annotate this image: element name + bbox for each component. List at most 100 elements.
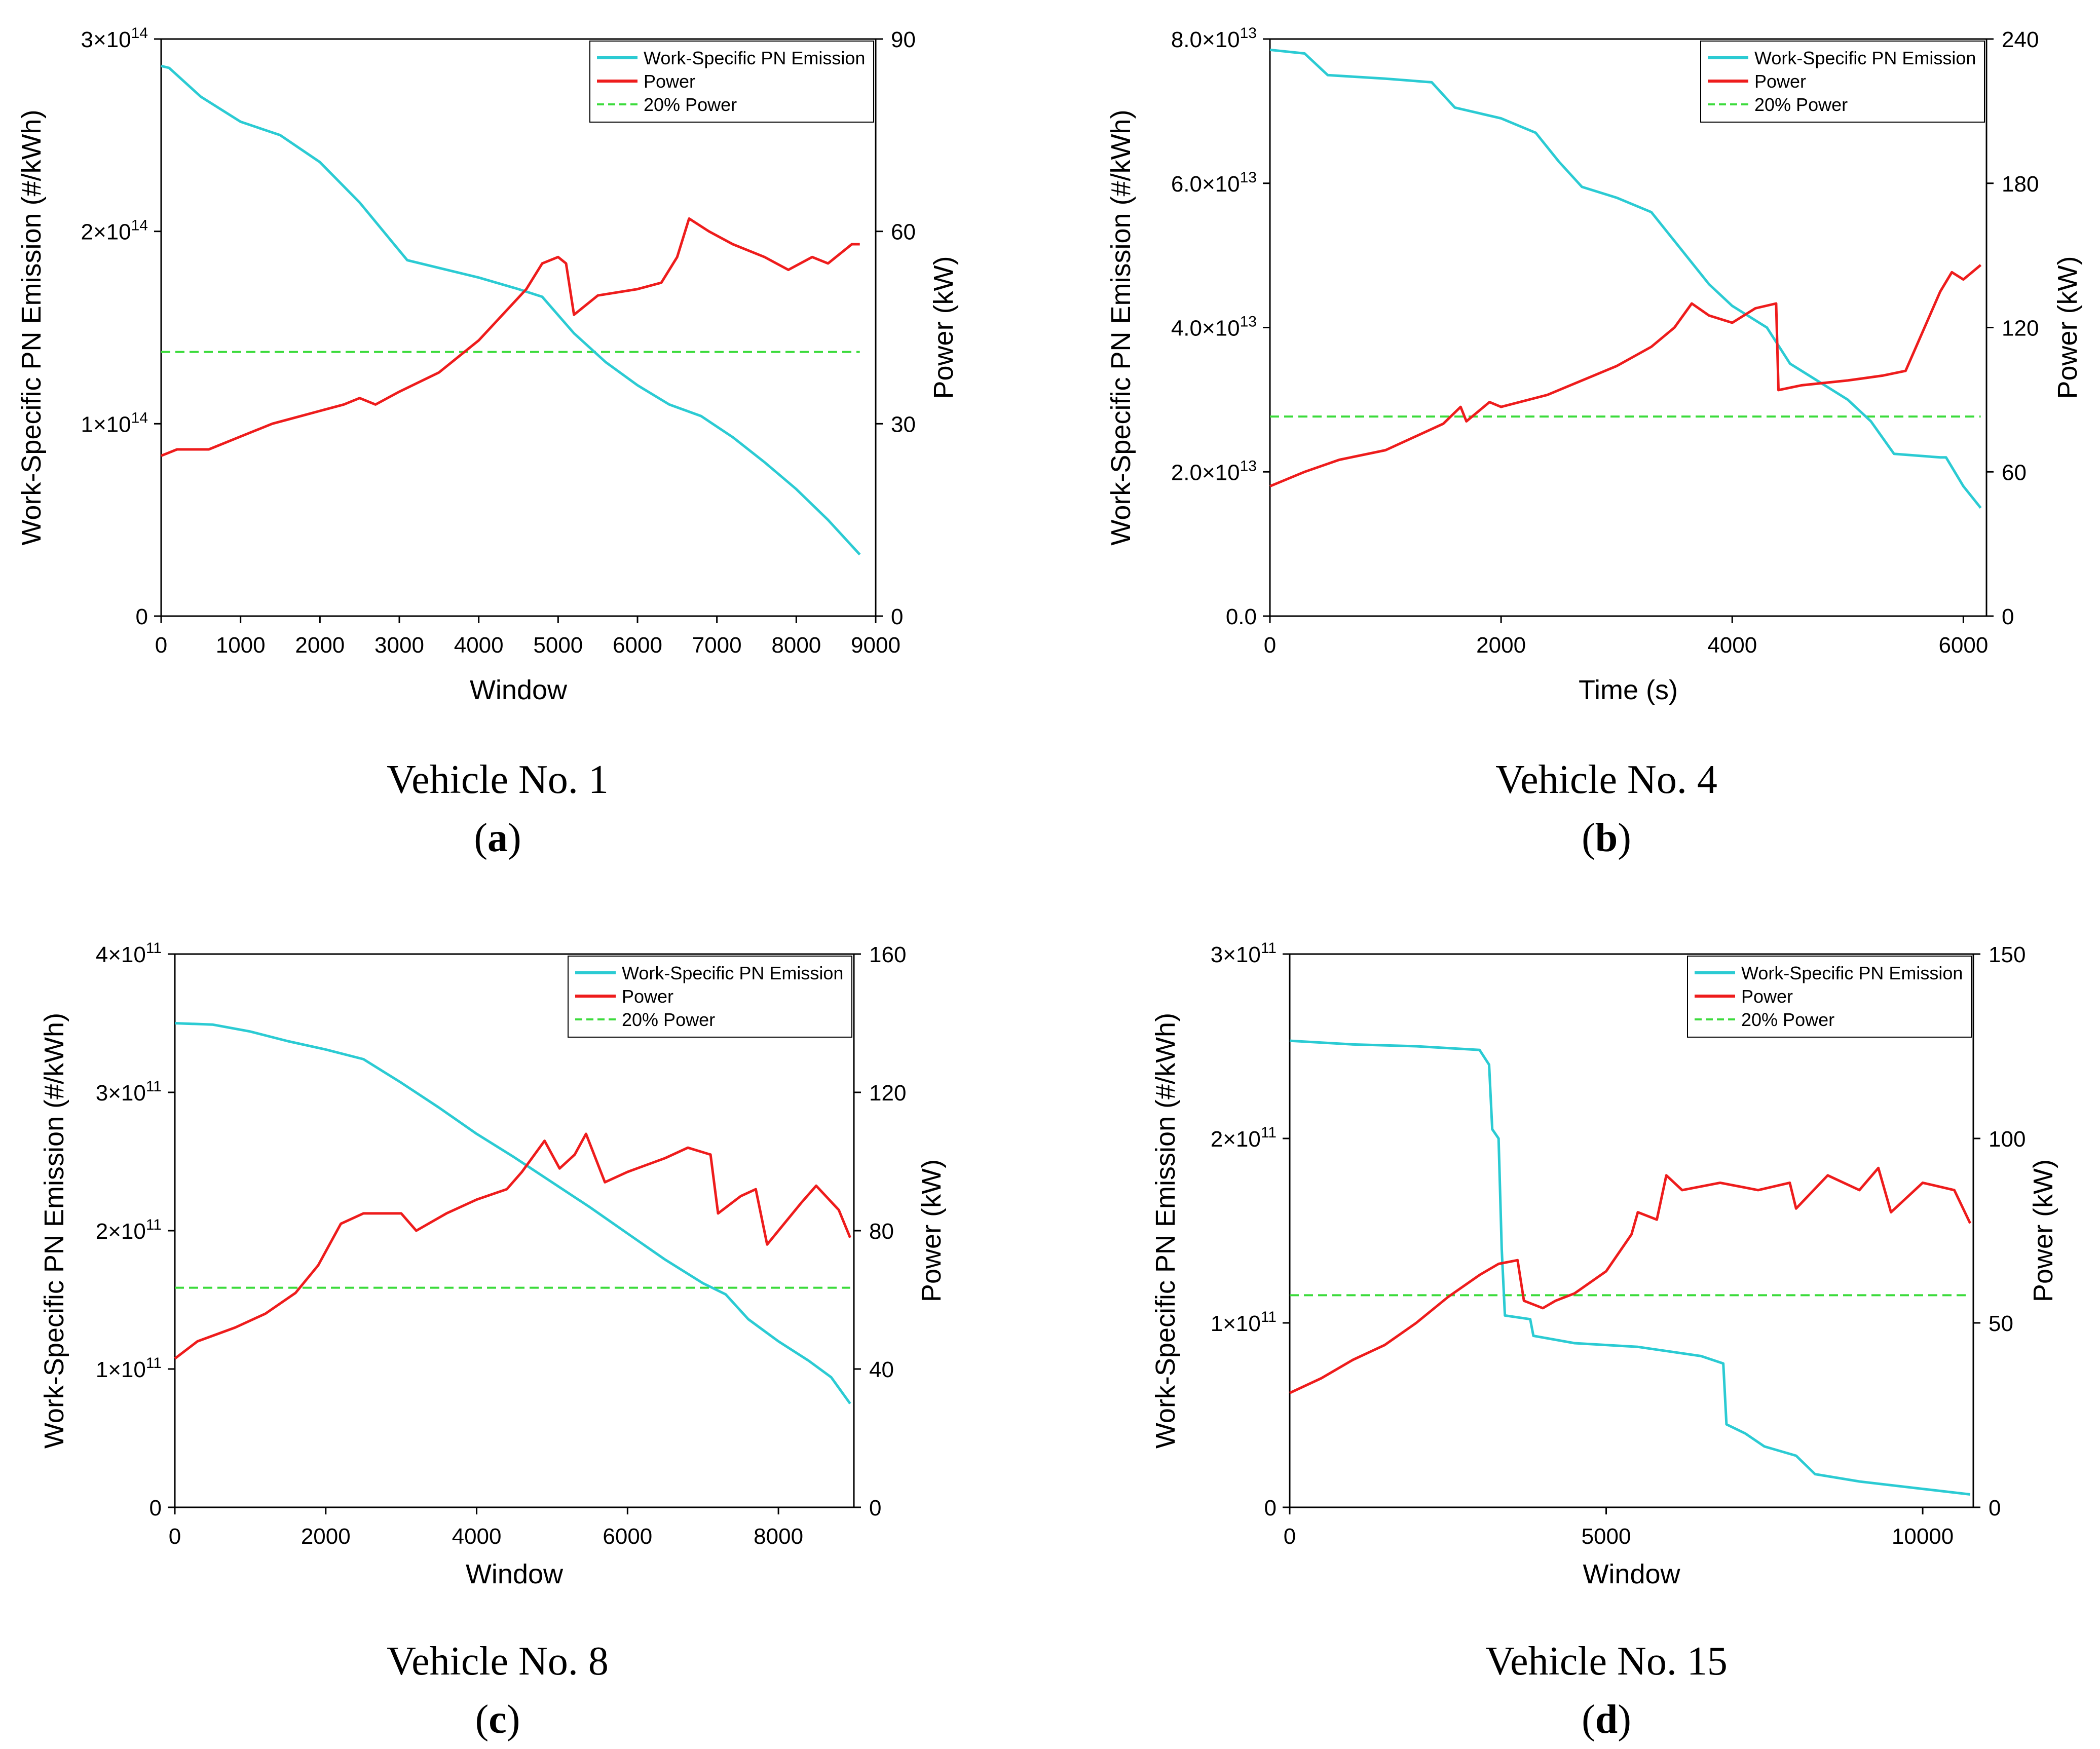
x-tick-label: 2000 [301,1524,351,1549]
x-tick-label: 4000 [454,633,504,658]
x-tick-label: 8000 [771,633,821,658]
plot-frame [1289,953,1974,1508]
y-tick-label: 0 [149,1496,162,1520]
plot-frame [1269,38,1988,617]
x-tick-label: 5000 [1582,1524,1631,1549]
x-tick-label: 3000 [374,633,424,658]
y-tick-label: 0 [1264,1496,1277,1520]
y2-tick-label: 240 [2002,27,2039,52]
y2-tick-label: 50 [1989,1311,2013,1336]
pn-emission-line [174,1022,851,1404]
y2-axis-title: Power (kW) [928,256,959,399]
panel-label: (b) [1582,816,1631,860]
y-tick-label: 1×1011 [1211,1309,1277,1336]
y2-tick-label: 60 [891,220,916,245]
y2-tick-label: 160 [869,942,906,967]
y2-axis-title: Power (kW) [2052,256,2083,399]
x-tick-label: 7000 [692,633,742,658]
legend-label: Work-Specific PN Emission [1754,48,1976,68]
y-tick-label: 8.0×1013 [1171,25,1257,52]
power-line [161,217,860,457]
legend-label: Power [1754,71,1806,92]
legend-label: Power [644,71,695,92]
x-tick-label: 6000 [613,633,662,658]
legend-label: 20% Power [622,1009,715,1030]
y-tick-label: 2×1011 [96,1216,162,1244]
x-tick-label: 2000 [1476,633,1526,658]
y-tick-label: 0.0 [1226,604,1257,629]
chart-panel-d: 0 5000 10000 0 1×1011 2×1011 3×1011 0 50 100 150 Wi… [1150,940,2058,1742]
y2-tick-label: 40 [869,1357,894,1382]
y-tick-label: 2×1014 [81,217,148,245]
x-tick-label: 1000 [216,633,266,658]
x-axis-title: Time (s) [1579,675,1678,705]
legend-label: 20% Power [1754,94,1848,115]
y2-tick-label: 0 [891,604,903,629]
x-tick-label: 0 [1284,1524,1296,1549]
x-tick-label: 6000 [603,1524,652,1549]
y-axis-title: Work-Specific PN Emission (#/kWh) [16,109,47,545]
chart-title: Vehicle No. 8 [387,1639,609,1684]
y2-axis-title: Power (kW) [916,1159,947,1302]
pn-emission-line [161,64,861,556]
x-tick-label: 5000 [533,633,583,658]
y2-tick-label: 120 [2002,316,2039,341]
x-axis-title: Window [470,675,568,705]
x-tick-label: 0 [169,1524,181,1549]
power-line [174,1132,851,1360]
y2-tick-label: 0 [869,1496,881,1520]
y2-axis-title: Power (kW) [2028,1159,2058,1302]
legend-label: Power [1741,986,1793,1007]
x-tick-label: 9000 [851,633,901,658]
y-tick-label: 6.0×1013 [1171,169,1257,197]
chart-panel-c: 0 2000 4000 6000 8000 0 1×1011 2×1011 3×1011 4×10… [39,940,947,1742]
power-line [1289,1166,1972,1394]
y-tick-label: 1×1011 [96,1355,162,1382]
y2-tick-label: 30 [891,412,916,437]
x-tick-label: 8000 [754,1524,803,1549]
x-tick-label: 0 [1264,633,1276,658]
y-tick-label: 4.0×1013 [1171,314,1257,341]
y-tick-label: 3×1011 [96,1078,162,1106]
chart-panel-a: 0 1000 2000 3000 4000 5000 6000 7000 8000 9000 0 1×… [16,25,959,860]
x-tick-label: 2000 [295,633,345,658]
panel-label: (a) [474,816,521,860]
y2-tick-label: 120 [869,1081,906,1106]
y2-tick-label: 0 [1989,1496,2001,1520]
y2-tick-label: 90 [891,27,916,52]
y-axis-title: Work-Specific PN Emission (#/kWh) [1150,1013,1181,1449]
legend-label: Power [622,986,673,1007]
y-tick-label: 4×1011 [96,940,162,967]
y-tick-label: 2×1011 [1211,1124,1277,1152]
legend-label: Work-Specific PN Emission [622,963,843,983]
chart-title: Vehicle No. 1 [387,757,609,802]
panel-label: (d) [1582,1697,1631,1742]
y-axis-title: Work-Specific PN Emission (#/kWh) [39,1013,69,1449]
legend-label: Work-Specific PN Emission [644,48,865,68]
y2-tick-label: 100 [1989,1127,2026,1152]
x-axis-title: Window [466,1559,564,1589]
legend-label: 20% Power [644,94,737,115]
plot-frame [160,38,877,617]
y-axis-title: Work-Specific PN Emission (#/kWh) [1106,109,1136,545]
y2-tick-label: 60 [2002,460,2027,485]
chart-panel-b: 0 2000 4000 6000 0.0 2.0×1013 4.0×1013 6.0×1013… [1106,25,2083,860]
legend-label: Work-Specific PN Emission [1741,963,1963,983]
legend-label: 20% Power [1741,1009,1834,1030]
y2-tick-label: 180 [2002,172,2039,197]
x-tick-label: 10000 [1892,1524,1954,1549]
x-tick-label: 6000 [1938,633,1988,658]
panel-label: (c) [475,1697,520,1742]
y-tick-label: 2.0×1013 [1171,458,1257,485]
y2-tick-label: 150 [1989,942,2026,967]
y-tick-label: 3×1011 [1211,940,1277,967]
chart-title: Vehicle No. 15 [1485,1639,1728,1684]
y-tick-label: 3×1014 [81,25,148,52]
y2-tick-label: 0 [2002,604,2014,629]
y-tick-label: 0 [136,604,148,629]
